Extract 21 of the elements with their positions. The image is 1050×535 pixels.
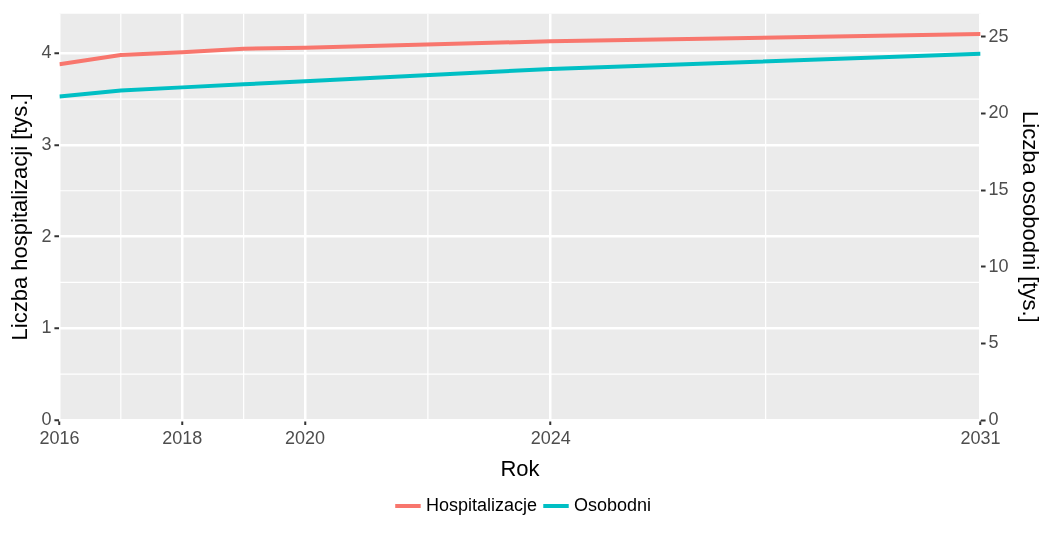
y-axis-title: Liczba hospitalizacji [tys.] xyxy=(7,93,33,341)
x-tick-label: 2024 xyxy=(530,427,571,448)
y-tick-label: 4 xyxy=(41,42,52,63)
y2-tick-label: 5 xyxy=(988,332,999,353)
y-tick-label: 2 xyxy=(41,225,52,246)
x-tick-label: 2031 xyxy=(960,427,1001,448)
y-tick-label: 3 xyxy=(41,133,52,154)
y2-tick-label: 25 xyxy=(988,25,1009,46)
y-tick-label: 1 xyxy=(41,317,52,338)
legend-label: Osobodni xyxy=(574,494,652,515)
legend-label: Hospitalizacje xyxy=(425,494,538,515)
x-tick-label: 2016 xyxy=(39,427,80,448)
y2-tick-label: 15 xyxy=(988,179,1009,200)
x-tick-label: 2018 xyxy=(162,427,203,448)
y-tick-label: 0 xyxy=(41,408,52,429)
x-axis-title: Rok xyxy=(500,455,541,481)
y2-axis-title: Liczba osobodni [tys.] xyxy=(1017,111,1043,323)
y2-tick-label: 10 xyxy=(988,255,1009,276)
x-tick-label: 2020 xyxy=(285,427,326,448)
y2-tick-label: 20 xyxy=(988,102,1009,123)
y2-tick-label: 0 xyxy=(988,408,999,429)
